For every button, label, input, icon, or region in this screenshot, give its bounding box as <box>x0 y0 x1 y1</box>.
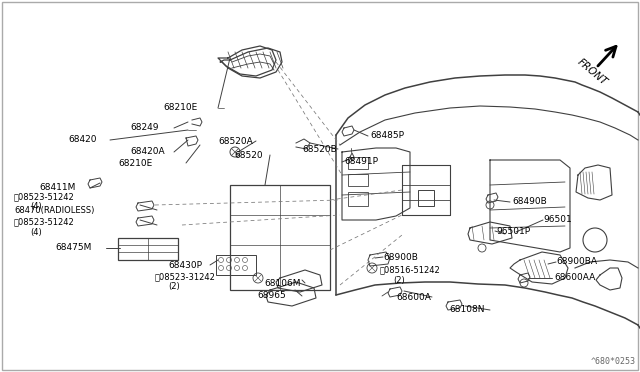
Text: 68420A: 68420A <box>130 148 164 157</box>
Text: 68210E: 68210E <box>118 158 152 167</box>
Text: Ⓝ08523-51242: Ⓝ08523-51242 <box>14 192 75 202</box>
Text: 68490B: 68490B <box>512 198 547 206</box>
Bar <box>348 157 368 169</box>
Text: 68106M: 68106M <box>264 279 301 288</box>
Text: 96501: 96501 <box>543 215 572 224</box>
Text: 68470(RADIOLESS): 68470(RADIOLESS) <box>14 205 94 215</box>
Text: (2): (2) <box>393 276 404 285</box>
Text: 68249: 68249 <box>130 124 159 132</box>
Text: 68108N: 68108N <box>449 305 484 314</box>
Bar <box>118 238 178 260</box>
Text: 68475M: 68475M <box>55 244 92 253</box>
Bar <box>230 185 330 290</box>
Text: Ⓝ08523-31242: Ⓝ08523-31242 <box>155 273 216 282</box>
Text: 68900BA: 68900BA <box>556 257 597 266</box>
Text: 68430P: 68430P <box>168 260 202 269</box>
Text: 68520B: 68520B <box>302 144 337 154</box>
Text: 68900B: 68900B <box>383 253 418 262</box>
Text: 68210E: 68210E <box>163 103 197 112</box>
Text: 68520: 68520 <box>234 151 262 160</box>
Text: (4): (4) <box>30 228 42 237</box>
Text: ^680*0253: ^680*0253 <box>591 357 636 366</box>
Text: 68520A: 68520A <box>218 137 253 145</box>
Text: (2): (2) <box>168 282 180 292</box>
Text: 68485P: 68485P <box>370 131 404 141</box>
Text: 68965: 68965 <box>257 292 285 301</box>
Text: 96501P: 96501P <box>496 227 530 235</box>
Text: (4): (4) <box>30 202 42 212</box>
Text: FRONT: FRONT <box>575 57 609 87</box>
Text: 68420: 68420 <box>68 135 97 144</box>
Bar <box>216 255 256 275</box>
Bar <box>418 190 434 206</box>
Bar <box>348 192 368 206</box>
Text: 68600A: 68600A <box>396 292 431 301</box>
Text: 68600AA: 68600AA <box>554 273 595 282</box>
Text: Ⓝ08523-51242: Ⓝ08523-51242 <box>14 218 75 227</box>
Bar <box>348 174 368 186</box>
Text: 68411M: 68411M <box>39 183 76 192</box>
Text: Ⓝ08516-51242: Ⓝ08516-51242 <box>380 266 441 275</box>
Text: 68491P: 68491P <box>344 157 378 167</box>
